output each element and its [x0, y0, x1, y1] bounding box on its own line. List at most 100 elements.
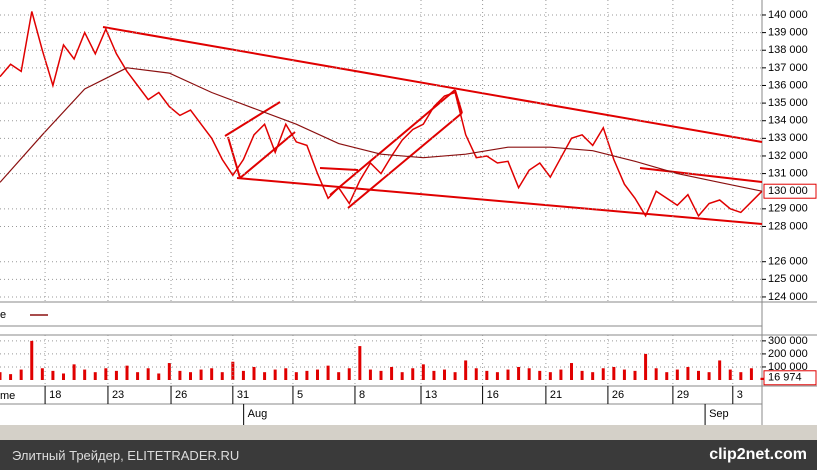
volume-bar [167, 363, 171, 380]
volume-bar [400, 372, 404, 380]
month-label: Aug [248, 408, 268, 420]
volume-bar [464, 360, 468, 380]
volume-bar [633, 370, 637, 380]
x-tick-label: 23 [112, 389, 124, 401]
price-line [0, 11, 763, 218]
x-tick-label: 16 [487, 389, 499, 401]
volume-bar [474, 368, 478, 380]
y-tick-label: 300 000 [768, 335, 808, 347]
volume-bar [612, 366, 616, 380]
x-tick-label: 5 [297, 389, 303, 401]
volume-bar [263, 372, 267, 380]
volume-bar [146, 368, 150, 380]
volume-bar [104, 368, 108, 380]
volume-bar [19, 369, 23, 380]
x-tick-label: 26 [612, 389, 624, 401]
y-tick-label: 126 000 [768, 256, 808, 268]
volume-bar [220, 372, 224, 380]
last-value-label: 16 974 [768, 372, 802, 384]
y-tick-label: 131 000 [768, 167, 808, 179]
volume-bar [136, 372, 140, 380]
x-tick-label: 3 [737, 389, 743, 401]
volume-bar [686, 366, 690, 380]
volume-bar [125, 365, 129, 380]
volume-bar [30, 340, 34, 380]
volume-bar [654, 368, 658, 380]
y-tick-label: 134 000 [768, 115, 808, 127]
chart: e me 140 000 139 000 138 000 137 000 136 000… [0, 0, 817, 440]
y-tick-label: 128 000 [768, 220, 808, 232]
last-value-box [763, 183, 817, 199]
volume-bar [453, 372, 457, 380]
volume-bar [114, 370, 118, 380]
trend-line [224, 101, 281, 137]
footer-text: Элитный Трейдер, ELITETRADER.RU [12, 448, 240, 463]
y-tick-label: 125 000 [768, 273, 808, 285]
trend-line [639, 167, 763, 183]
volume-bar [559, 369, 563, 380]
volume-bar [62, 373, 65, 380]
volume-bar [358, 346, 362, 380]
last-value-label: 130 000 [768, 185, 808, 197]
trend-line [347, 112, 463, 209]
volume-bar [485, 370, 489, 380]
y-tick-label: 200 000 [768, 348, 808, 360]
x-tick-label: 21 [550, 389, 562, 401]
volume-bar [305, 370, 309, 380]
volume-bar [622, 369, 626, 380]
logo[interactable]: clip2net.com [709, 446, 807, 463]
y-tick-label: 124 000 [768, 291, 808, 303]
trend-line [102, 26, 763, 143]
y-tick-label: 129 000 [768, 203, 808, 215]
x-tick-label: 29 [677, 389, 689, 401]
volume-bar [548, 372, 552, 380]
volume-bar [178, 370, 182, 380]
volume-bar [284, 368, 288, 380]
legend-fragment: e [0, 309, 6, 321]
volume-bar [40, 368, 44, 380]
trend-line [227, 136, 241, 179]
volume-bar [0, 372, 2, 380]
volume-bar [51, 370, 55, 380]
volume-bar [527, 368, 531, 380]
volume-bar [432, 370, 436, 380]
volume-bar [601, 368, 605, 380]
volume-bar [93, 372, 97, 380]
volume-bar [83, 369, 87, 380]
volume-bar [210, 368, 214, 380]
volume-bar [421, 364, 425, 380]
axis-fragment: me [0, 390, 15, 402]
volume-bar [379, 370, 383, 380]
volume-bar [231, 361, 235, 380]
y-tick-label: 133 000 [768, 132, 808, 144]
volume-bar [570, 363, 573, 380]
volume-bar [368, 369, 372, 380]
volume-bar [591, 372, 595, 380]
volume-bar [337, 372, 341, 380]
y-tick-label: 137 000 [768, 62, 808, 74]
trend-line [236, 177, 763, 225]
y-tick-label: 139 000 [768, 27, 808, 39]
volume-bar [294, 372, 298, 380]
y-tick-label: 132 000 [768, 150, 808, 162]
volume-bar [495, 372, 499, 380]
volume-bar [316, 369, 319, 380]
volume-bar [728, 369, 732, 380]
volume-bar [326, 365, 330, 380]
x-tick-label: 13 [425, 389, 437, 401]
x-tick-label: 31 [237, 389, 249, 401]
volume-bar [199, 369, 203, 380]
price-line [0, 67, 763, 192]
volume-bar [665, 372, 669, 380]
x-tick-label: 26 [175, 389, 187, 401]
background [0, 0, 817, 440]
volume-bar [189, 372, 192, 380]
volume-bar [517, 366, 521, 380]
volume-bar [707, 372, 711, 380]
volume-bar [241, 370, 245, 380]
volume-bar [411, 368, 415, 380]
separator [0, 425, 817, 440]
trend-line [319, 167, 359, 171]
volume-bar [9, 374, 13, 380]
